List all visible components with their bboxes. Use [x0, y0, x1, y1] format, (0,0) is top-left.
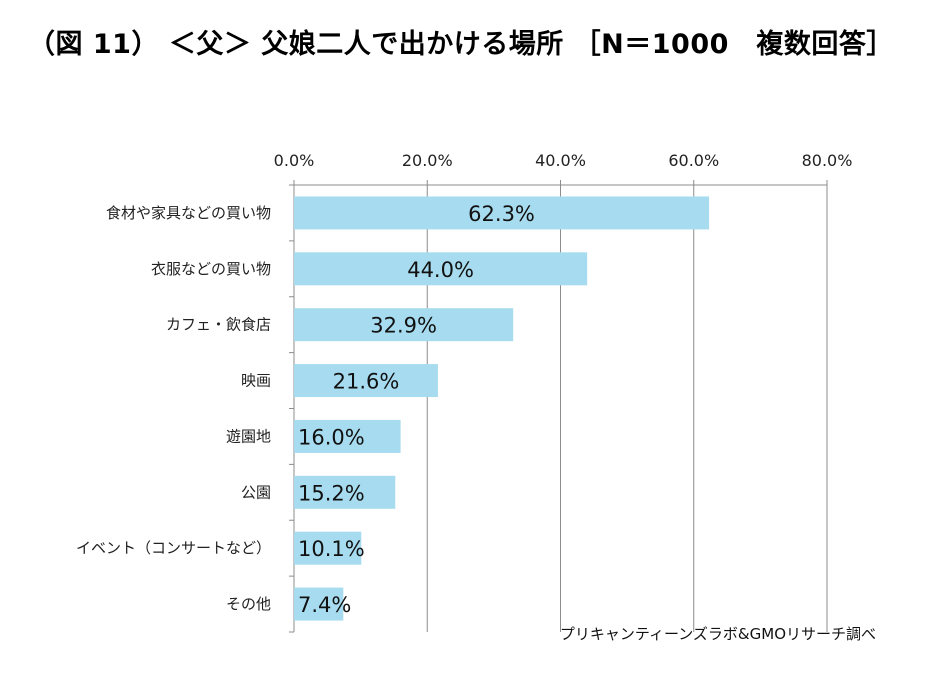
data-label: 32.9% [370, 314, 437, 338]
x-tick-label: 20.0% [402, 151, 453, 170]
data-label: 16.0% [298, 425, 365, 449]
category-label: 映画 [241, 372, 271, 390]
x-tick-label: 80.0% [802, 151, 853, 170]
x-tick-label: 60.0% [668, 151, 719, 170]
category-label: 衣服などの買い物 [151, 260, 271, 278]
x-tick-label: 40.0% [535, 151, 586, 170]
data-label: 7.4% [298, 593, 351, 617]
data-label: 15.2% [298, 481, 365, 505]
bars [294, 196, 710, 621]
category-label: イベント（コンサートなど） [76, 539, 271, 557]
category-label: 遊園地 [226, 427, 271, 445]
bar [294, 587, 344, 621]
category-label: 食材や家具などの買い物 [106, 204, 271, 222]
category-label: 公園 [241, 483, 271, 501]
x-axis-tick-labels: 0.0% 20.0% 40.0% 60.0% 80.0% [274, 151, 853, 170]
data-label: 44.0% [407, 258, 474, 282]
bar [294, 419, 401, 453]
data-labels: 62.3% 44.0% 32.9% 21.6% 16.0% 15.2% 10.1% 7.4% [298, 202, 535, 617]
grid-lines [289, 180, 828, 633]
category-labels: 食材や家具などの買い物衣服などの買い物カフェ・飲食店映画遊園地公園イベント（コン… [76, 204, 271, 613]
page-title: （図 11） ＜父＞ 父娘二人で出かける場所 ［N＝1000 複数回答］ [28, 29, 894, 60]
bar [294, 531, 362, 565]
data-label: 62.3% [468, 202, 535, 226]
bar [294, 475, 396, 509]
bar [294, 308, 514, 342]
category-label: カフェ・飲食店 [166, 316, 271, 334]
bar [294, 252, 588, 286]
x-tick-label: 0.0% [274, 151, 315, 170]
data-label: 21.6% [333, 370, 400, 394]
bar [294, 196, 710, 230]
data-label: 10.1% [298, 537, 365, 561]
bar [294, 364, 438, 398]
source-note: プリキャンティーンズラボ&GMOリサーチ調べ [559, 625, 876, 643]
category-label: その他 [226, 595, 271, 613]
